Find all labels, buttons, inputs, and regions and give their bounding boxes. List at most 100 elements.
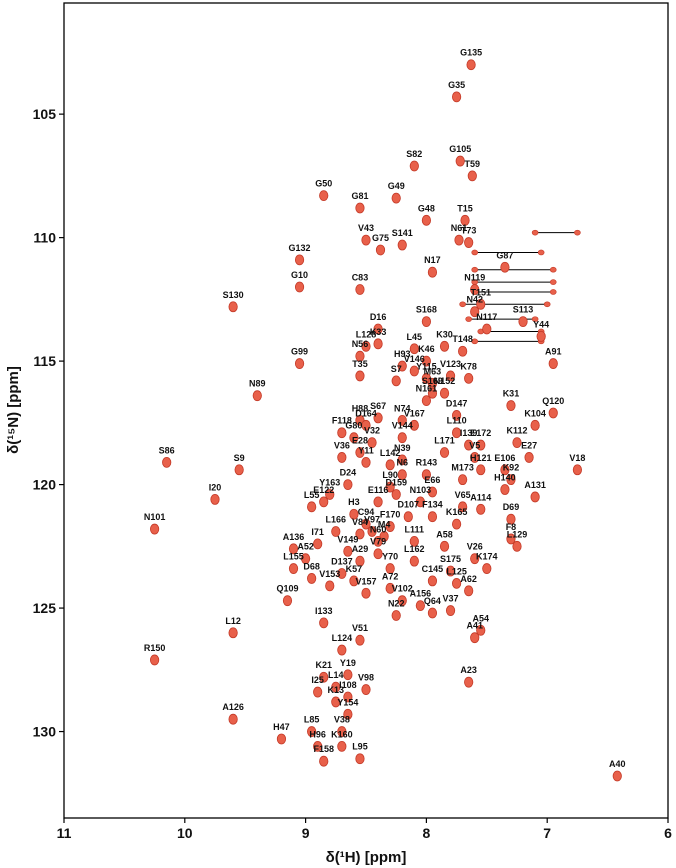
peak-label-S175: S175 <box>440 554 461 564</box>
peak-D24 <box>343 479 353 490</box>
peak-H96 <box>313 740 323 752</box>
peak-label-T151: T151 <box>471 287 492 297</box>
peak-label-Y11: Y11 <box>358 445 374 455</box>
peak-G35 <box>451 91 462 103</box>
peak-S141 <box>397 239 407 251</box>
peak-label-V157: V157 <box>355 576 376 586</box>
peak-label-F118: F118 <box>332 416 352 426</box>
peak-L95 <box>355 753 365 765</box>
peak-label-T148: T148 <box>452 334 473 344</box>
peak-L55 <box>307 501 317 513</box>
peak-S86 <box>162 456 172 468</box>
peak-E106 <box>500 464 510 476</box>
side-chain-peak <box>549 266 557 273</box>
peak-label-V167: V167 <box>404 408 425 418</box>
peak-K33 <box>373 338 383 350</box>
peak-V79 <box>373 548 383 560</box>
peak-label-Y19: Y19 <box>340 658 356 668</box>
peak-label-A126: A126 <box>222 702 244 712</box>
peak-label-L128: L128 <box>356 329 377 339</box>
peak-label-V32: V32 <box>364 426 380 436</box>
peak-label-G135: G135 <box>460 48 482 58</box>
peak-label-A40: A40 <box>609 759 626 769</box>
peak-K46 <box>421 355 431 367</box>
peak-label-I133: I133 <box>315 606 333 616</box>
peak-Y70 <box>385 563 395 574</box>
side-chain-peak <box>459 301 466 308</box>
peak-label-N152: N152 <box>434 376 456 386</box>
peak-label-N6: N6 <box>396 458 408 468</box>
peak-G87 <box>500 261 510 273</box>
peak-label-K30: K30 <box>436 329 453 339</box>
peak-label-L45: L45 <box>407 332 423 342</box>
peak-label-V98: V98 <box>358 673 374 683</box>
peak-label-H140: H140 <box>494 473 516 483</box>
peak-label-K57: K57 <box>346 564 363 574</box>
peak-R150 <box>150 654 160 666</box>
peak-label-L171: L171 <box>434 435 455 445</box>
peak-T15 <box>460 214 470 226</box>
peak-label-V43: V43 <box>358 223 374 233</box>
side-chain-peak <box>531 229 539 236</box>
peak-A114 <box>476 503 486 515</box>
peak-K21 <box>319 671 329 683</box>
peak-L155 <box>288 563 299 574</box>
peak-G10 <box>294 281 305 293</box>
x-tick-label: 11 <box>57 825 72 841</box>
peak-V32 <box>367 437 377 449</box>
peak-label-F170: F170 <box>380 510 401 520</box>
peak-label-L55: L55 <box>304 490 320 500</box>
x-tick-label: 9 <box>302 825 310 841</box>
peak-I139 <box>464 439 474 451</box>
peak-H3 <box>349 508 359 520</box>
side-chain-peak <box>471 266 479 273</box>
peak-V144 <box>397 432 407 444</box>
peak-label-S168: S168 <box>416 305 437 315</box>
peak-L162 <box>409 555 419 567</box>
peak-label-L125: L125 <box>446 566 467 576</box>
peak-label-V79: V79 <box>370 537 386 547</box>
peak-K92 <box>506 474 516 486</box>
peak-label-N103: N103 <box>410 485 432 495</box>
peak-label-I71: I71 <box>311 527 324 537</box>
peak-label-D68: D68 <box>303 561 320 571</box>
peaks-layer <box>150 59 622 782</box>
peak-T59 <box>467 170 477 182</box>
peak-label-Y163: Y163 <box>319 477 340 487</box>
peak-label-V97: V97 <box>364 515 380 525</box>
peak-label-G49: G49 <box>388 181 405 191</box>
peak-label-G75: G75 <box>372 233 389 243</box>
peak-label-G35: G35 <box>448 80 465 90</box>
peak-label-N101: N101 <box>144 512 166 522</box>
peak-I108 <box>343 691 353 703</box>
peak-L166 <box>331 526 341 537</box>
peak-A29 <box>355 555 365 567</box>
peak-label-D159: D159 <box>385 477 407 487</box>
peak-label-I139: I139 <box>460 428 478 438</box>
peak-labels-layer: G135 G35 G105 S82 T59 G50 G49 G81 G48 T15 V43 N61T7… <box>144 48 626 769</box>
x-tick-label: 8 <box>423 825 431 841</box>
peak-label-G81: G81 <box>351 191 368 201</box>
peak-label-K13: K13 <box>328 685 345 695</box>
peak-label-A114: A114 <box>470 492 491 502</box>
peak-label-S169: S169 <box>422 376 443 386</box>
peak-label-C145: C145 <box>422 564 444 574</box>
peak-Y11 <box>361 456 371 468</box>
peak-label-N117: N117 <box>476 312 497 322</box>
peak-K160 <box>337 740 347 752</box>
peak-G81 <box>355 202 365 214</box>
peak-L110 <box>451 427 462 439</box>
peak-V37 <box>445 605 456 616</box>
peak-N101 <box>150 523 160 535</box>
peak-label-A29: A29 <box>352 544 369 554</box>
peak-label-N74: N74 <box>394 403 411 413</box>
peak-D107 <box>403 511 413 523</box>
peak-label-G99: G99 <box>291 347 308 357</box>
peak-label-E116: E116 <box>368 485 389 495</box>
peak-label-N89: N89 <box>249 379 266 389</box>
peak-label-G80: G80 <box>345 421 362 431</box>
peak-label-A41: A41 <box>466 621 483 631</box>
peak-label-A72: A72 <box>382 571 399 581</box>
peak-label-S86: S86 <box>159 445 175 455</box>
